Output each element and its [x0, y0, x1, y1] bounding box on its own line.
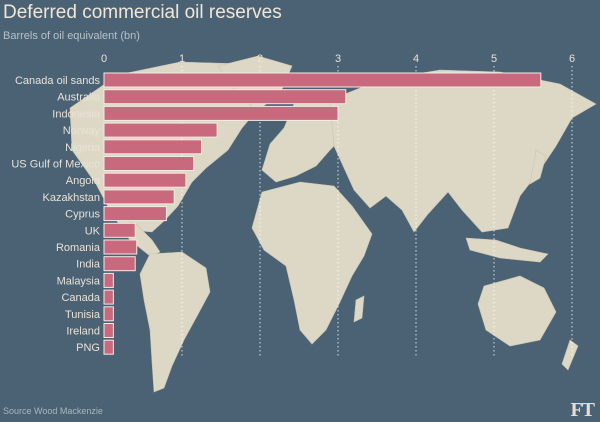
category-label: US Gulf of Mexico — [11, 159, 100, 171]
southeast-asia-islands — [465, 237, 549, 263]
category-label: Indonesia — [52, 108, 101, 120]
bar — [103, 72, 542, 88]
bar — [103, 256, 136, 272]
category-label: Cyprus — [65, 209, 100, 221]
bar — [103, 156, 195, 171]
chart-title: Deferred commercial oil reserves — [3, 2, 282, 23]
category-label: Malaysia — [57, 275, 101, 287]
bar — [103, 339, 114, 355]
x-tick-label: 0 — [101, 53, 107, 65]
bar — [103, 89, 347, 105]
x-tick-label: 3 — [335, 53, 341, 65]
x-tick-label: 1 — [179, 53, 185, 65]
japan-landmass — [529, 149, 547, 185]
x-tick-label: 2 — [257, 53, 263, 65]
category-label: Australia — [57, 92, 101, 104]
ft-logo: FT — [570, 399, 595, 421]
category-label: Nigeria — [65, 142, 101, 154]
x-axis-ticks: 0 1 2 3 4 5 6 — [101, 53, 575, 65]
bar — [103, 206, 167, 222]
australia-landmass — [477, 275, 557, 347]
category-label: India — [76, 259, 101, 271]
category-label: Canada oil sands — [15, 75, 101, 87]
bars — [103, 72, 542, 355]
source-note: Source Wood Mackenzie — [3, 406, 103, 416]
bar — [103, 189, 175, 205]
x-tick-label: 4 — [413, 53, 419, 65]
bar — [103, 306, 114, 322]
category-label: Kazakhstan — [43, 192, 100, 204]
category-label: Canada — [61, 292, 100, 304]
bar — [103, 222, 136, 238]
bar — [103, 122, 218, 138]
category-labels: Canada oil sands Australia Indonesia Norway… — [11, 75, 101, 354]
new-zealand-landmass — [561, 339, 579, 371]
x-tick-label: 6 — [569, 53, 575, 65]
category-label: PNG — [76, 342, 100, 354]
africa-landmass — [251, 181, 373, 345]
category-label: Norway — [63, 125, 101, 137]
asia-landmass — [329, 69, 597, 233]
category-label: Angola — [66, 175, 101, 187]
x-tick-label: 5 — [491, 53, 497, 65]
bar — [103, 139, 202, 155]
category-label: UK — [85, 225, 101, 237]
category-label: Romania — [56, 242, 101, 254]
bar — [103, 172, 187, 188]
bar — [103, 323, 114, 338]
bar — [103, 239, 138, 255]
bar — [103, 289, 114, 305]
bar — [103, 272, 114, 288]
madagascar-landmass — [353, 295, 365, 323]
category-label: Tunisia — [65, 309, 101, 321]
chart-subtitle: Barrels of oil equivalent (bn) — [3, 30, 140, 42]
south-america-landmass — [139, 251, 211, 393]
bar — [103, 105, 339, 121]
category-label: Ireland — [66, 326, 100, 338]
